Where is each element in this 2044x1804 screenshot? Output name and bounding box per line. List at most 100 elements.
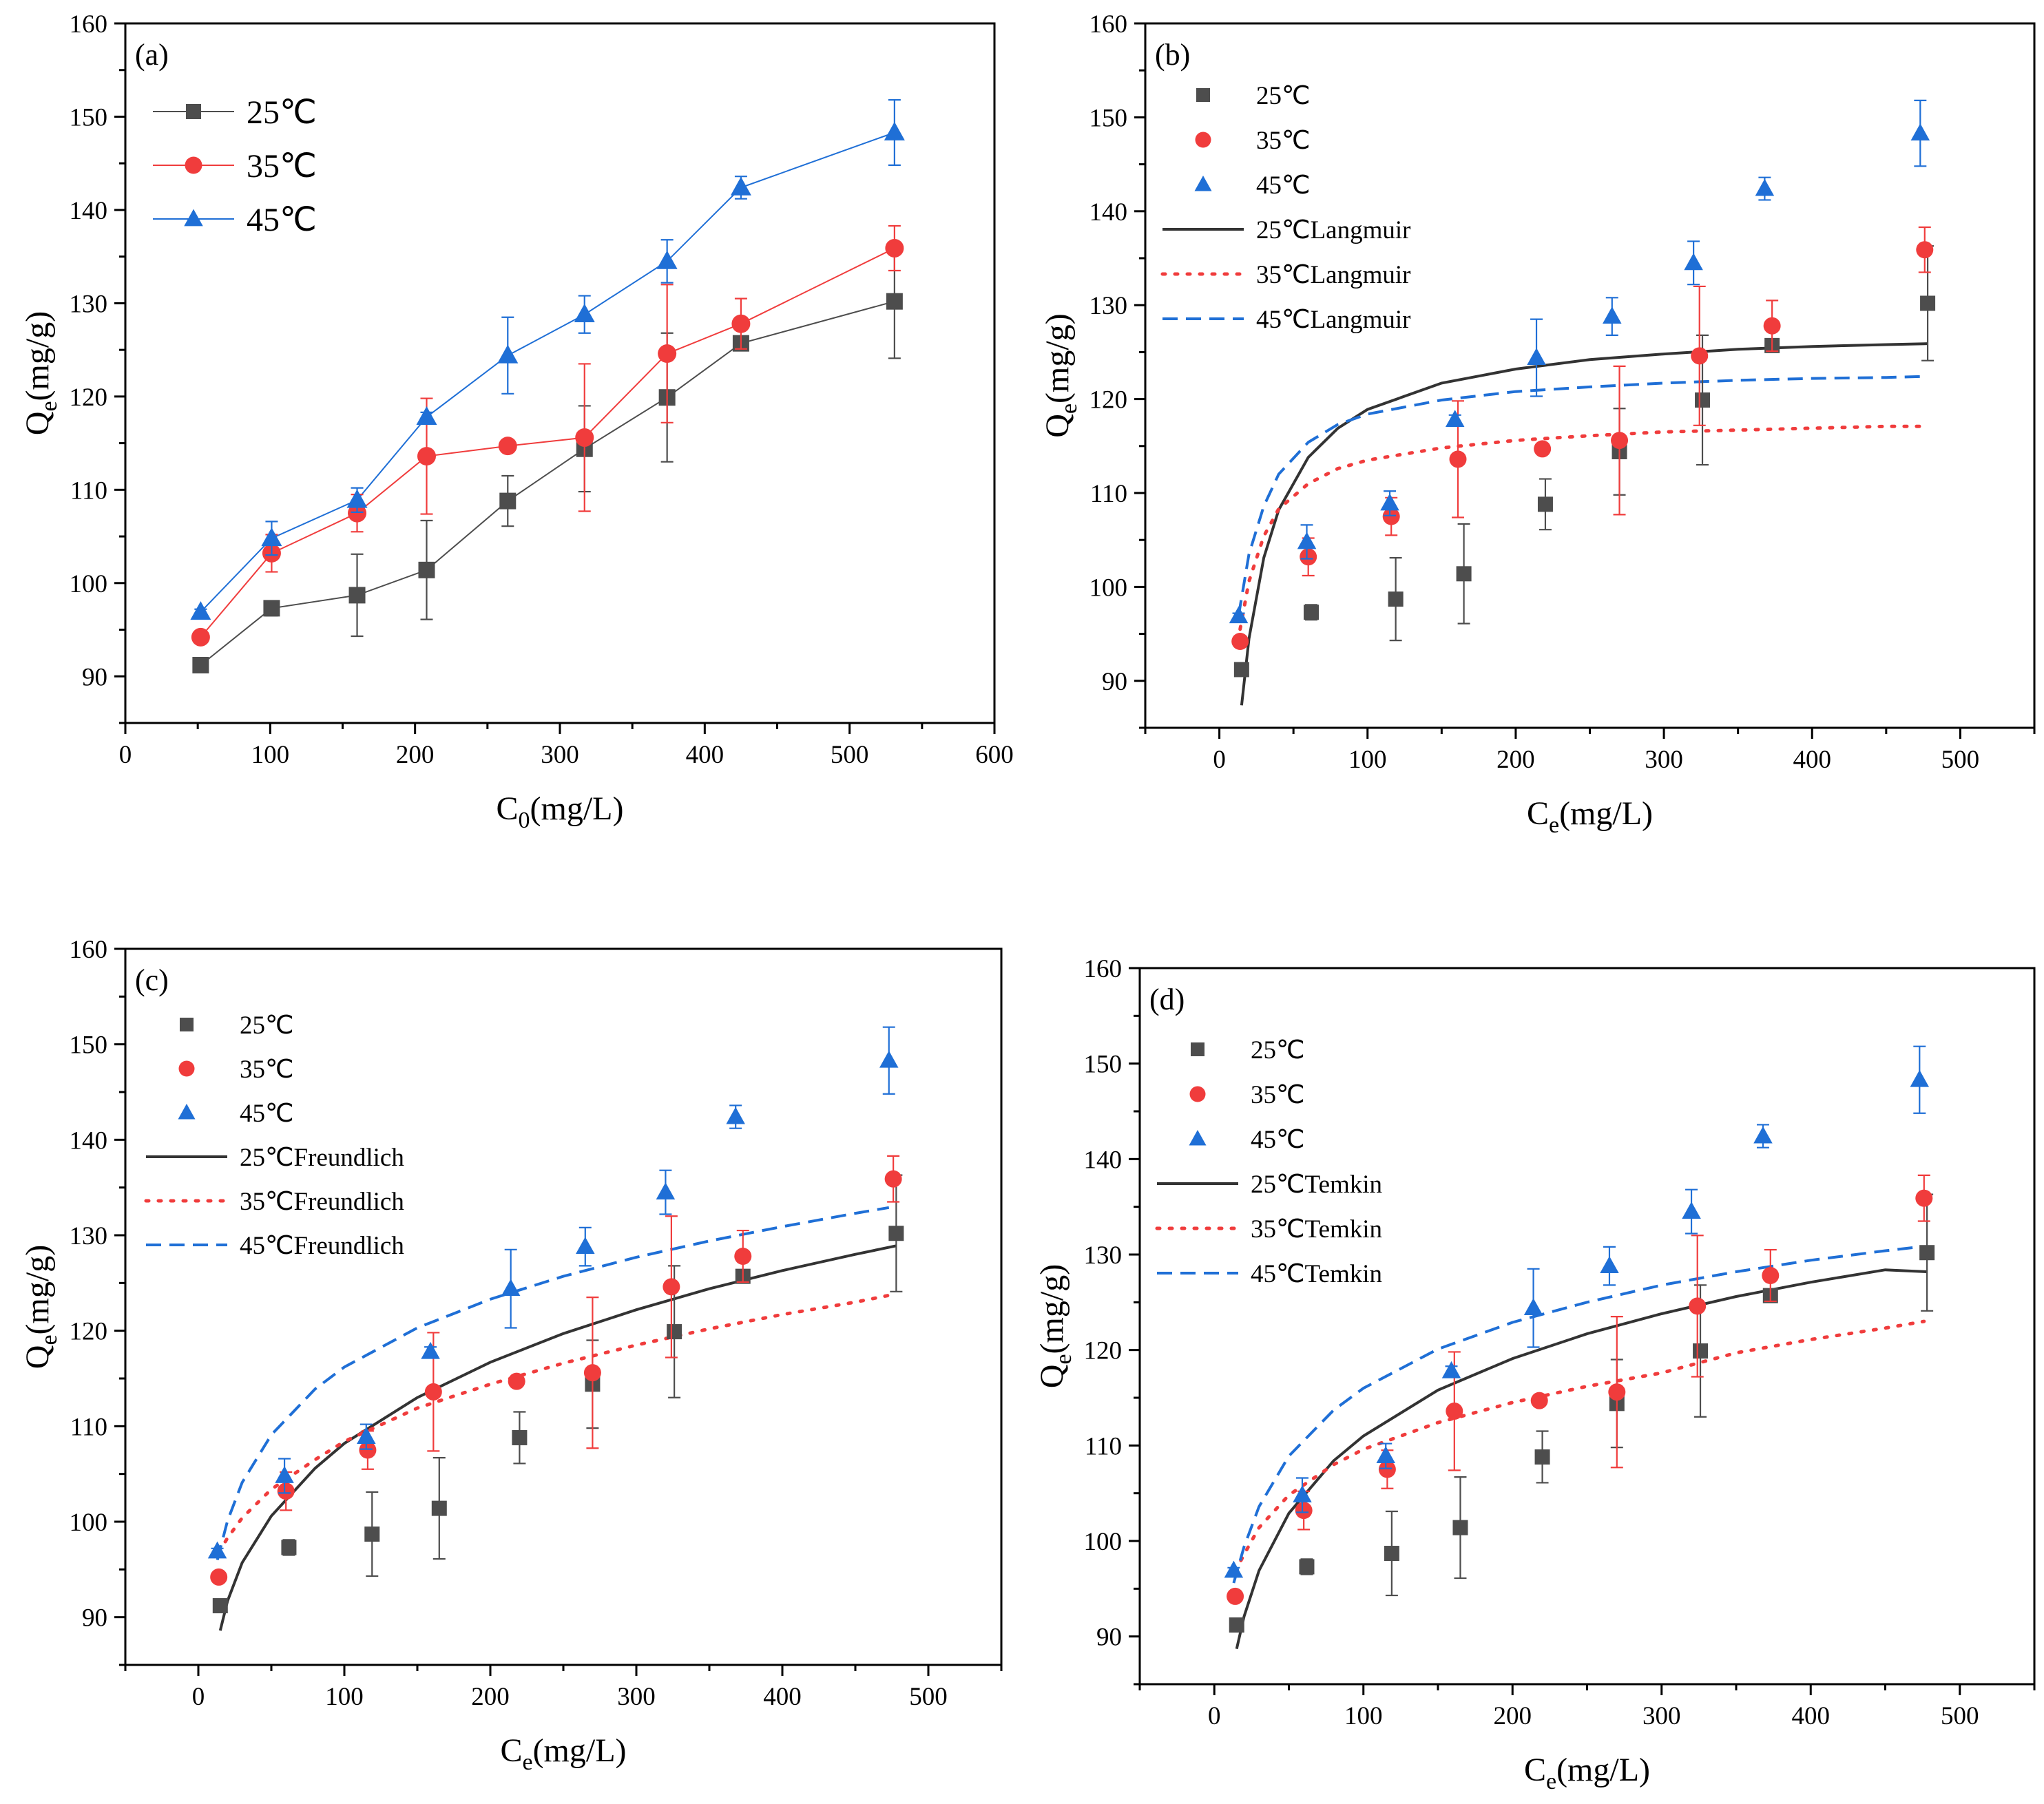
data-point [1682, 1202, 1701, 1219]
data-point [210, 1568, 228, 1586]
panel-label: (b) [1155, 38, 1190, 72]
data-point [416, 406, 437, 426]
data-point [1227, 1587, 1244, 1605]
data-point [1684, 253, 1703, 271]
y-axis-label: Qe(mg/g) [19, 1245, 62, 1369]
data-point [417, 447, 436, 466]
legend-label: 35℃Temkin [1251, 1215, 1382, 1244]
y-tick-label: 130 [1084, 1241, 1123, 1270]
y-tick-label: 90 [82, 1604, 107, 1633]
legend-label: 25℃ [240, 1011, 294, 1040]
legend-marker [1194, 175, 1212, 191]
legend-label: 35℃Freundlich [240, 1188, 404, 1216]
y-tick-label: 120 [1084, 1337, 1123, 1365]
legend-marker [1196, 88, 1210, 102]
x-tick-label: 400 [1793, 746, 1832, 774]
data-point [212, 1598, 228, 1614]
data-point [1600, 1256, 1619, 1274]
x-tick-label: 0 [192, 1683, 205, 1711]
data-point [1693, 1343, 1709, 1359]
data-point [275, 1466, 294, 1483]
data-point [501, 1279, 521, 1297]
data-point [1229, 606, 1249, 624]
legend-label: 45℃Freundlich [240, 1232, 404, 1260]
panel-label: (c) [135, 963, 169, 997]
data-point [726, 1106, 745, 1124]
fit-curve [1240, 342, 1928, 706]
data-point [192, 657, 209, 674]
y-tick-label: 90 [82, 663, 107, 691]
data-point [731, 314, 751, 333]
data-point [1378, 1460, 1396, 1478]
legend-label: 45℃Langmuir [1256, 306, 1410, 334]
data-point [583, 1364, 601, 1382]
legend-label: 25℃Temkin [1251, 1171, 1382, 1199]
legend-label: 35℃ [247, 148, 317, 185]
x-tick-label: 0 [1213, 746, 1226, 774]
data-point [1523, 1298, 1543, 1316]
legend-label: 35℃ [1256, 127, 1311, 155]
data-point [421, 1341, 440, 1359]
x-tick-label: 300 [1642, 1702, 1681, 1730]
legend-label: 45℃ [1256, 171, 1311, 200]
data-point [1920, 295, 1936, 311]
panel-d: 0 100 200 300 400 500 90 100 110 120 130 140 150 160 C… [1034, 955, 2036, 1794]
x-tick-label: 100 [325, 1683, 364, 1711]
legend-label: 25℃Freundlich [240, 1144, 404, 1172]
legend-label: 35℃ [1251, 1081, 1305, 1109]
y-tick-label: 150 [70, 1031, 108, 1060]
legend: 25℃ 35℃ 45℃ [153, 94, 317, 238]
data-point [346, 489, 368, 508]
y-axis-label: Qe(mg/g) [1034, 1264, 1076, 1388]
legend: 25℃ 35℃ 45℃ 25℃Temkin 35℃Temkin 45℃Temkin [1155, 1036, 1382, 1288]
data-point [431, 1500, 447, 1516]
data-point [1753, 1126, 1773, 1144]
legend-marker [185, 156, 202, 174]
data-point [207, 1541, 227, 1559]
data-point [357, 1427, 376, 1444]
x-tick-label: 500 [1941, 1702, 1979, 1730]
legend-marker [1195, 132, 1211, 148]
data-point [1295, 1502, 1313, 1520]
data-point [1611, 432, 1629, 450]
data-point [1441, 1361, 1461, 1378]
data-point [1763, 317, 1781, 335]
data-point [574, 304, 595, 322]
data-point [1919, 1245, 1935, 1261]
data-point [886, 293, 903, 310]
legend: 25℃ 35℃ 45℃ 25℃Freundlich 35℃Freundlich 45℃Fr… [144, 1011, 404, 1260]
y-tick-label: 150 [70, 103, 108, 132]
data-point [1452, 1520, 1468, 1535]
data-point [1233, 662, 1249, 678]
legend-label: 45℃ [240, 1100, 294, 1128]
fit-curve [218, 1244, 897, 1631]
x-tick-label: 0 [1208, 1702, 1221, 1730]
legend-marker [1191, 1042, 1204, 1056]
x-tick-label: 300 [1645, 746, 1683, 774]
data-point [1231, 633, 1249, 651]
x-axis-label: C0(mg/L) [497, 790, 624, 833]
x-tick-label: 500 [831, 741, 869, 769]
y-tick-label: 140 [1084, 1146, 1123, 1174]
data-point [656, 250, 678, 269]
data-point [1376, 1446, 1395, 1463]
data-point [656, 1182, 676, 1199]
y-tick-label: 140 [70, 1126, 108, 1155]
data-point [1388, 591, 1404, 607]
x-tick-label: 100 [1348, 746, 1387, 774]
legend-label: 45℃ [247, 202, 317, 238]
x-tick-label: 200 [396, 741, 435, 769]
data-point [1297, 532, 1317, 549]
data-point [1695, 392, 1711, 408]
y-tick-label: 140 [70, 197, 108, 225]
data-point [1446, 1402, 1463, 1420]
legend-marker [178, 1060, 195, 1077]
x-tick-label: 300 [541, 741, 579, 769]
y-tick-label: 140 [1089, 198, 1128, 227]
x-axis-label: Ce(mg/L) [1524, 1752, 1650, 1794]
fit-curve [1237, 375, 1921, 616]
data-point [1299, 1559, 1315, 1575]
fit-curve [1232, 1245, 1920, 1584]
panel-a: 0 100 200 300 400 500 600 90 100 110 120 130 140 150 1… [19, 10, 1014, 833]
x-tick-label: 500 [909, 1683, 948, 1711]
